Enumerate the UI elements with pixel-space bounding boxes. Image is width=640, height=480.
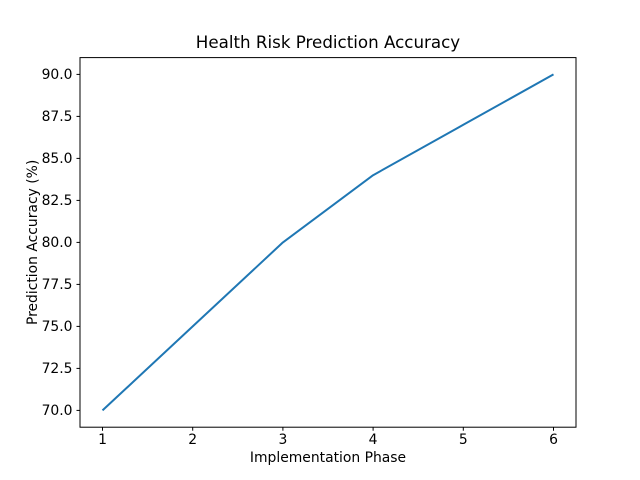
plot-area xyxy=(79,57,577,428)
y-tick-label: 70.0 xyxy=(42,403,73,419)
x-tick-label: 6 xyxy=(549,432,558,448)
x-axis-ticks: 1 2 3 4 5 6 xyxy=(98,427,558,448)
y-tick-label: 82.5 xyxy=(42,193,73,209)
x-tick-label: 4 xyxy=(369,432,378,448)
y-tick-label: 75.0 xyxy=(42,319,73,335)
x-tick-label: 3 xyxy=(278,432,287,448)
x-tick-label: 2 xyxy=(188,432,197,448)
chart-title: Health Risk Prediction Accuracy xyxy=(196,32,461,52)
y-tick-label: 77.5 xyxy=(42,277,73,293)
x-axis-label: Implementation Phase xyxy=(250,450,406,466)
y-tick-label: 72.5 xyxy=(42,361,73,377)
y-axis-ticks: 70.0 72.5 75.0 77.5 80.0 82.5 85.0 87.5 90.0 xyxy=(42,67,80,419)
x-tick-label: 1 xyxy=(98,432,107,448)
y-tick-label: 87.5 xyxy=(42,109,73,125)
y-tick-label: 90.0 xyxy=(42,67,73,83)
accuracy-line xyxy=(101,73,554,412)
x-tick-label: 5 xyxy=(459,432,468,448)
y-tick-label: 80.0 xyxy=(42,235,73,251)
y-tick-label: 85.0 xyxy=(42,151,73,167)
y-axis-label: Prediction Accuracy (%) xyxy=(25,160,41,325)
